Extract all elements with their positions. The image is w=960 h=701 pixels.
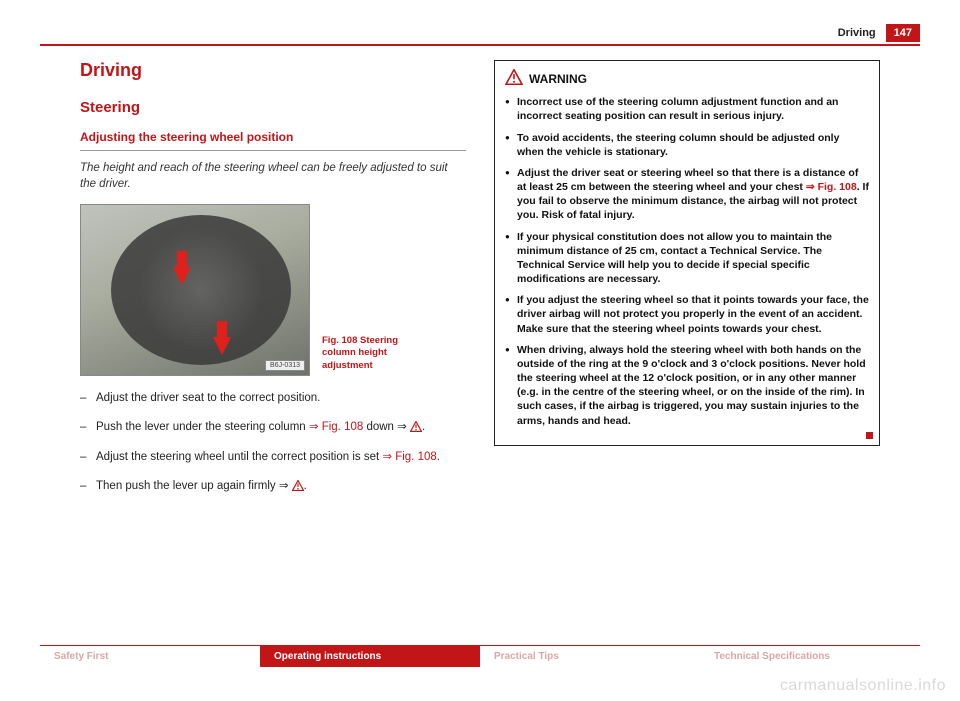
end-mark-icon bbox=[866, 432, 873, 439]
footer-tabs: Safety FirstOperating instructionsPracti… bbox=[40, 645, 920, 667]
figure-row: B6J-0313 Fig. 108 Steering column height… bbox=[80, 204, 466, 376]
figure-ref-link[interactable]: ⇒ Fig. 108 bbox=[309, 421, 363, 433]
steps-list: Adjust the driver seat to the correct po… bbox=[80, 390, 466, 497]
figure-tag: B6J-0313 bbox=[265, 360, 305, 371]
warning-item: If your physical constitution does not a… bbox=[505, 230, 869, 287]
right-column: WARNING Incorrect use of the steering co… bbox=[494, 60, 880, 509]
content-columns: Driving Steering Adjusting the steering … bbox=[40, 60, 920, 509]
step-item: Adjust the steering wheel until the corr… bbox=[80, 449, 466, 466]
watermark: carmanualsonline.info bbox=[780, 677, 946, 695]
subsection-heading: Adjusting the steering wheel position bbox=[80, 130, 466, 151]
arrow-icon bbox=[213, 337, 231, 355]
warning-list: Incorrect use of the steering column adj… bbox=[505, 95, 869, 428]
intro-text: The height and reach of the steering whe… bbox=[80, 161, 466, 192]
page-title: Driving bbox=[80, 60, 466, 81]
warning-icon bbox=[505, 69, 523, 89]
footer-tab[interactable]: Practical Tips bbox=[480, 646, 700, 667]
warning-heading: WARNING bbox=[505, 69, 869, 89]
footer-tab[interactable]: Safety First bbox=[40, 646, 260, 667]
figure-ref-link[interactable]: ⇒ Fig. 108 bbox=[382, 451, 436, 463]
warning-title: WARNING bbox=[529, 71, 587, 87]
step-item: Push the lever under the steering column… bbox=[80, 419, 466, 438]
figure-caption: Fig. 108 Steering column height adjustme… bbox=[322, 335, 432, 376]
warning-icon bbox=[410, 421, 422, 438]
warning-item: Incorrect use of the steering column adj… bbox=[505, 95, 869, 123]
page-header: Driving 147 bbox=[40, 24, 920, 46]
left-column: Driving Steering Adjusting the steering … bbox=[80, 60, 466, 509]
warning-item: Adjust the driver seat or steering wheel… bbox=[505, 166, 869, 223]
step-item: Adjust the driver seat to the correct po… bbox=[80, 390, 466, 407]
warning-item: If you adjust the steering wheel so that… bbox=[505, 293, 869, 336]
step-item: Then push the lever up again firmly ⇒ . bbox=[80, 478, 466, 497]
figure-image: B6J-0313 bbox=[80, 204, 310, 376]
page-number: 147 bbox=[886, 24, 920, 42]
warning-box: WARNING Incorrect use of the steering co… bbox=[494, 60, 880, 446]
footer-tab[interactable]: Technical Specifications bbox=[700, 646, 920, 667]
warning-item: To avoid accidents, the steering column … bbox=[505, 131, 869, 159]
footer-tab[interactable]: Operating instructions bbox=[260, 646, 480, 667]
page: Driving 147 Driving Steering Adjusting t… bbox=[0, 0, 960, 701]
warning-icon bbox=[292, 480, 304, 497]
warning-item: When driving, always hold the steering w… bbox=[505, 343, 869, 428]
header-section: Driving bbox=[838, 27, 876, 39]
figure-ref-link[interactable]: ⇒ Fig. 108 bbox=[806, 181, 857, 193]
arrow-icon bbox=[173, 267, 191, 285]
section-heading: Steering bbox=[80, 99, 466, 116]
